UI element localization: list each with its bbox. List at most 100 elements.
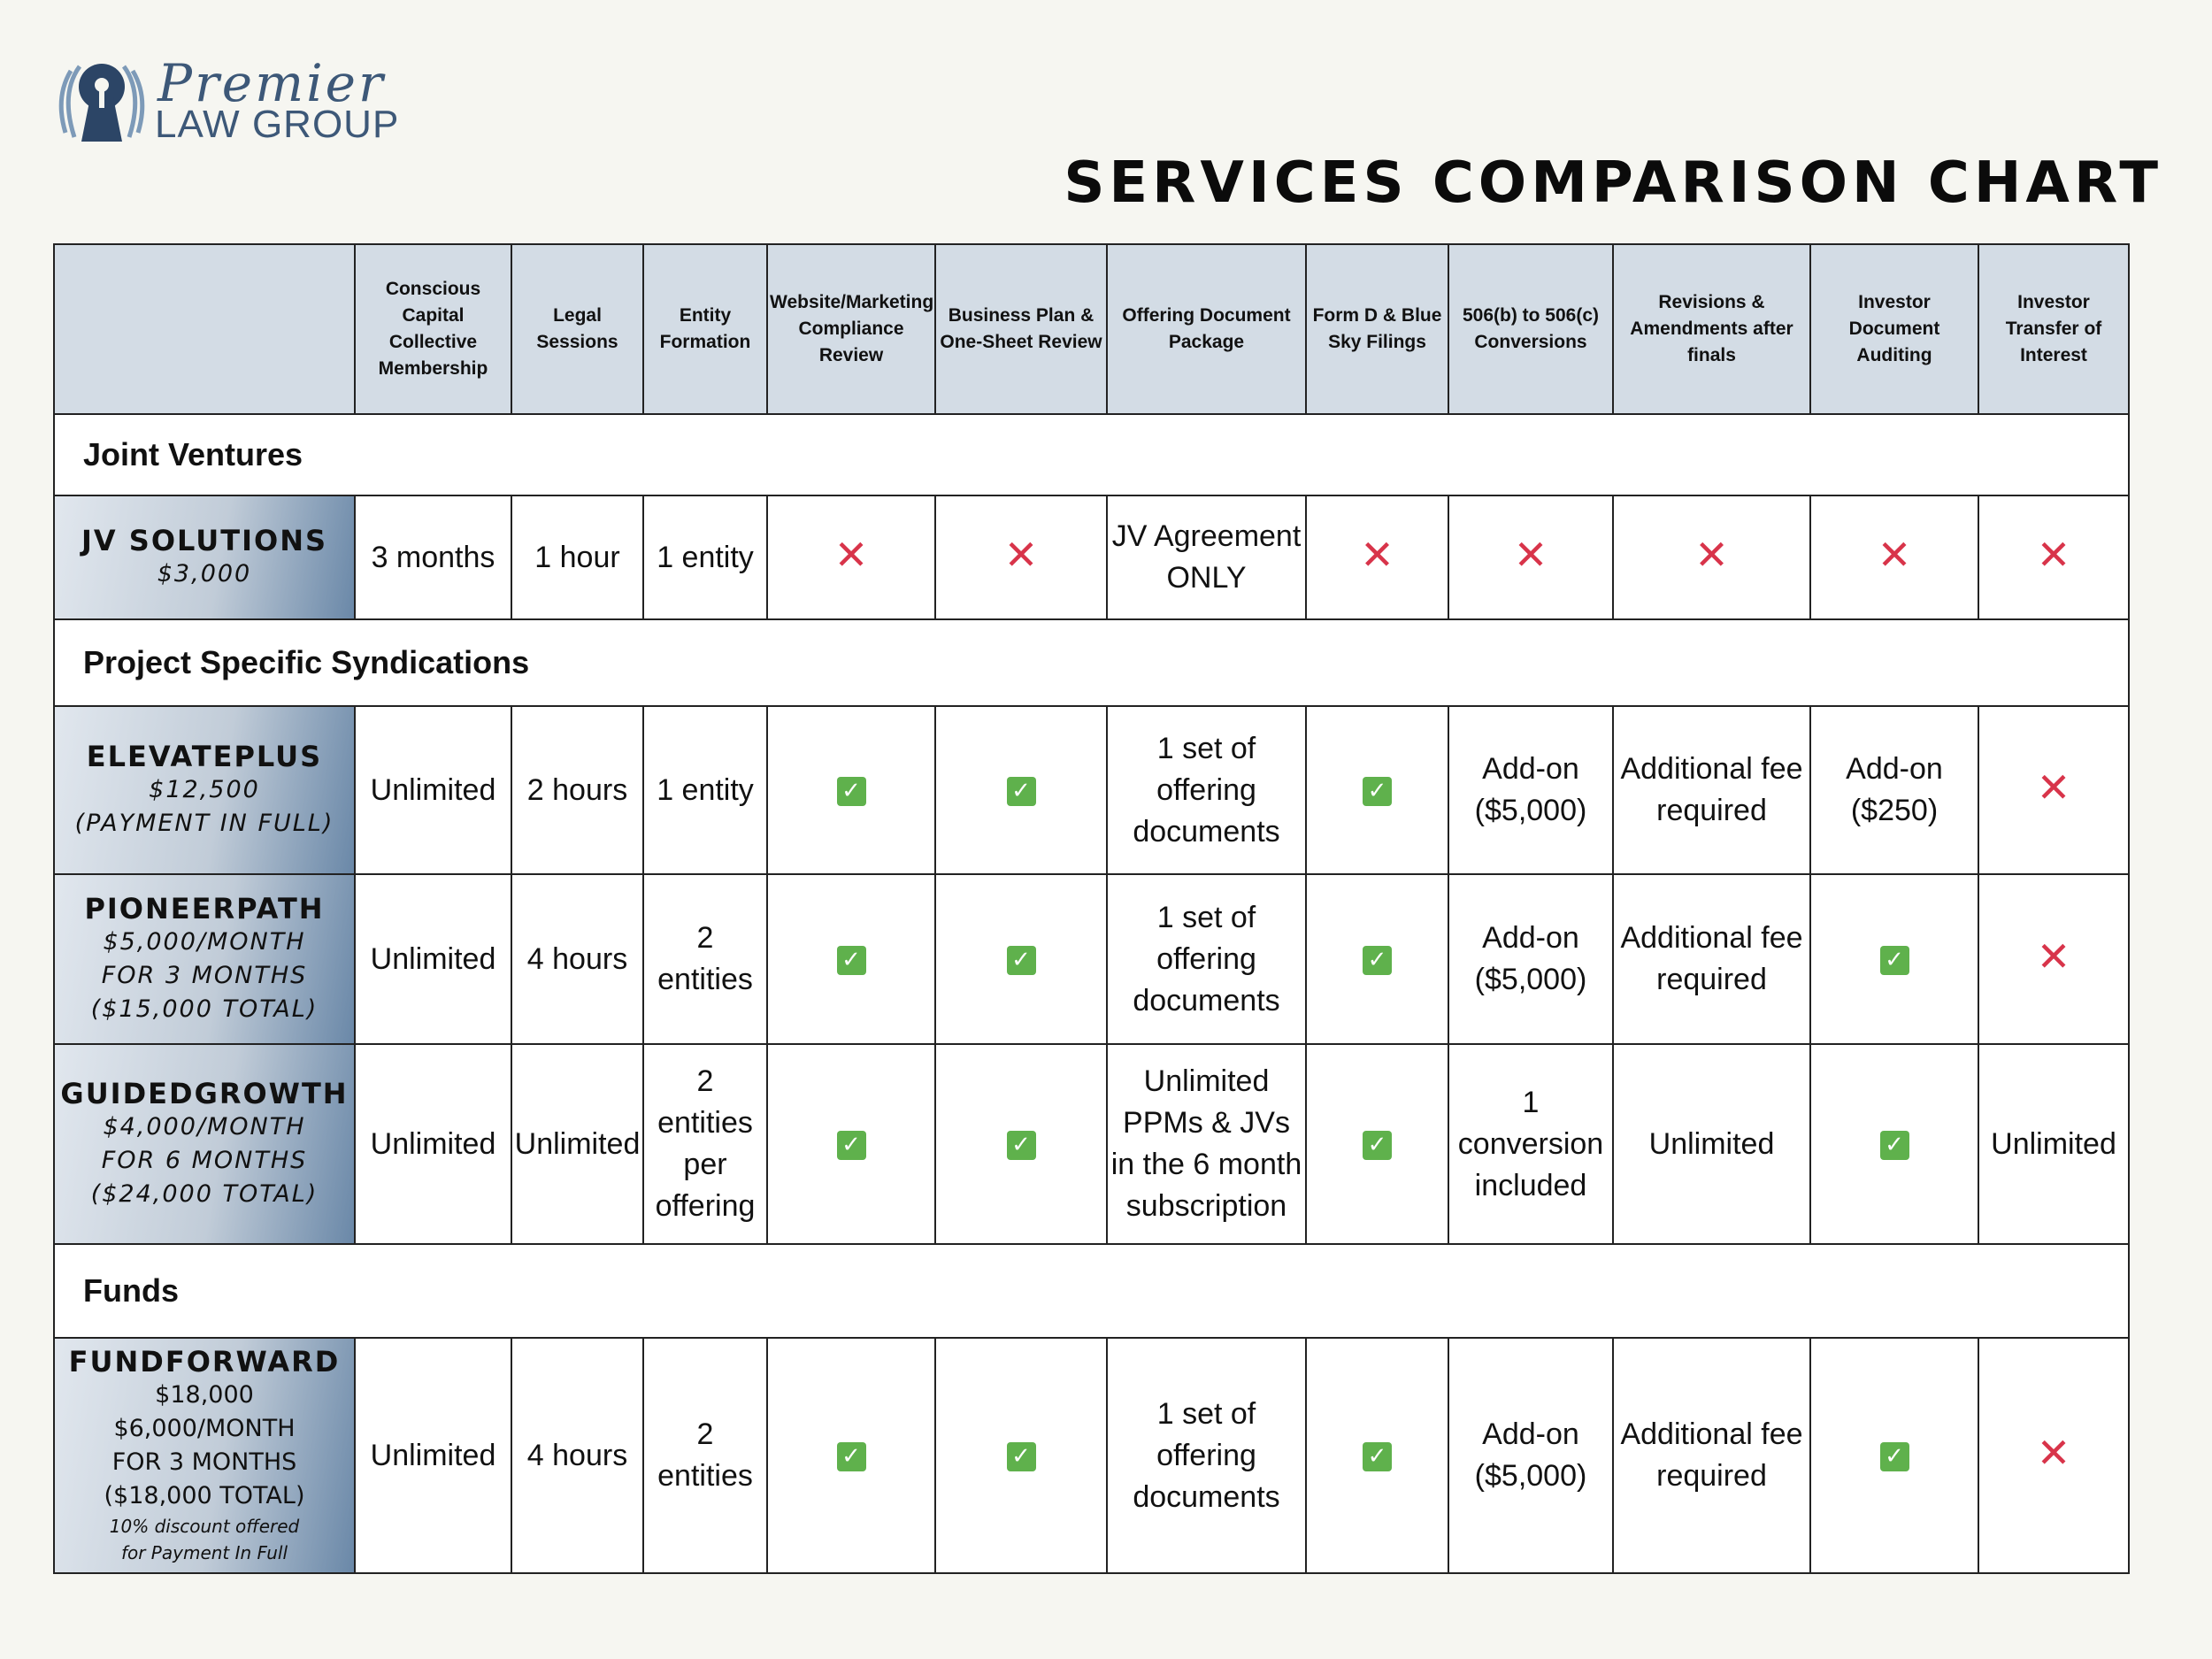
included-cell: ✓ [1809,1337,1979,1574]
value-cell: Add-on ($5,000) [1448,873,1614,1045]
not-included-cell: ✕ [1978,495,2130,620]
checkmark-icon: ✓ [1363,1131,1392,1161]
plan-row-fundforward: FUNDFORWARD $18,000 $6,000/MONTH FOR 3 M… [53,1337,2130,1574]
plan-price-terms: FOR 6 MONTHS [101,1147,308,1174]
section-title-syndications: Project Specific Syndications [53,618,2130,707]
col-header: Revisions & Amendments after finals [1612,243,1811,415]
checkmark-icon: ✓ [836,777,866,807]
value-cell: JV Agreement ONLY [1106,495,1307,620]
checkmark-icon: ✓ [1363,1442,1392,1472]
plan-cell: ELEVATEPLUS $12,500 (PAYMENT IN FULL) [53,705,356,875]
included-cell: ✓ [766,1043,936,1245]
plan-price: $3,000 [157,560,252,588]
checkmark-icon: ✓ [836,1442,866,1472]
services-comparison-table: Conscious Capital Collective Membership … [53,243,2130,1574]
checkmark-icon: ✓ [1363,777,1392,807]
checkmark-icon: ✓ [1879,1131,1909,1161]
plan-row-jv-solutions: JV SOLUTIONS $3,000 3 months 1 hour 1 enti… [53,495,2130,620]
value-cell: Unlimited [1612,1043,1811,1245]
section-row: Funds [53,1243,2130,1339]
value-cell: 1 entity [642,495,768,620]
plan-cell: PIONEERPATH $5,000/MONTH FOR 3 MONTHS ($… [53,873,356,1045]
col-header: Offering Document Package [1106,243,1307,415]
col-header: Entity Formation [642,243,768,415]
included-cell: ✓ [934,873,1108,1045]
checkmark-icon: ✓ [1006,1131,1036,1161]
plan-price: $12,500 [149,776,260,803]
plan-price-monthly: $6,000/MONTH [113,1415,296,1442]
col-header: Conscious Capital Collective Membership [354,243,512,415]
col-header: Website/Marketing Compliance Review [766,243,936,415]
included-cell: ✓ [934,1337,1108,1574]
col-header: Form D & Blue Sky Filings [1305,243,1449,415]
plan-discount-note: for Payment In Full [120,1542,288,1563]
cross-icon: ✕ [1360,531,1394,579]
included-cell: ✓ [1305,873,1449,1045]
value-cell: Add-on ($250) [1809,705,1979,875]
value-cell: Additional fee required [1612,1337,1811,1574]
col-header: 506(b) to 506(c) Conversions [1448,243,1614,415]
not-included-cell: ✕ [1978,1337,2130,1574]
plan-row-pioneerpath: PIONEERPATH $5,000/MONTH FOR 3 MONTHS ($… [53,873,2130,1045]
value-cell: 4 hours [511,1337,644,1574]
plan-price-total: ($24,000 TOTAL) [90,1180,319,1208]
cross-icon: ✕ [1694,531,1729,579]
value-cell: Add-on ($5,000) [1448,705,1614,875]
not-included-cell: ✕ [934,495,1108,620]
not-included-cell: ✕ [766,495,936,620]
value-cell: Unlimited [354,1337,512,1574]
cross-icon: ✕ [1877,531,1912,579]
checkmark-icon: ✓ [1006,777,1036,807]
included-cell: ✓ [934,1043,1108,1245]
value-cell: 2 entities [642,873,768,1045]
plan-cell: GUIDEDGROWTH $4,000/MONTH FOR 6 MONTHS (… [53,1043,356,1245]
value-cell: 2 entities [642,1337,768,1574]
value-cell: Unlimited [511,1043,644,1245]
plan-cell: JV SOLUTIONS $3,000 [53,495,356,620]
checkmark-icon: ✓ [1879,946,1909,976]
included-cell: ✓ [1305,1337,1449,1574]
checkmark-icon: ✓ [1879,1442,1909,1472]
value-cell: Unlimited [354,1043,512,1245]
cross-icon: ✕ [2036,933,2071,980]
plan-price-total: ($15,000 TOTAL) [90,995,319,1023]
value-cell: 1 set of offering documents [1106,873,1307,1045]
section-row: Joint Ventures [53,413,2130,496]
plan-price-terms: (PAYMENT IN FULL) [74,810,334,837]
value-cell: Additional fee required [1612,873,1811,1045]
header-row: Conscious Capital Collective Membership … [53,243,2130,415]
included-cell: ✓ [1305,705,1449,875]
col-header: Investor Transfer of Interest [1978,243,2130,415]
value-cell: 1 entity [642,705,768,875]
premier-law-group-logo: Premier LAW GROUP [53,53,407,150]
plan-row-elevateplus: ELEVATEPLUS $12,500 (PAYMENT IN FULL) Un… [53,705,2130,875]
section-row: Project Specific Syndications [53,618,2130,707]
not-included-cell: ✕ [1978,705,2130,875]
checkmark-icon: ✓ [1006,1442,1036,1472]
plan-price-terms: FOR 3 MONTHS [101,962,308,989]
checkmark-icon: ✓ [1363,946,1392,976]
value-cell: Unlimited [354,705,512,875]
included-cell: ✓ [1809,1043,1979,1245]
checkmark-icon: ✓ [836,1131,866,1161]
plan-price: $4,000/MONTH [103,1113,306,1141]
plan-price: $18,000 [155,1381,254,1409]
col-header: Business Plan & One-Sheet Review [934,243,1108,415]
plan-name: PIONEERPATH [84,892,325,926]
page-title: SERVICES COMPARISON CHART [1064,150,2162,216]
plan-cell: FUNDFORWARD $18,000 $6,000/MONTH FOR 3 M… [53,1337,356,1574]
plan-name: ELEVATEPLUS [86,740,323,773]
plan-price-total: ($18,000 TOTAL) [104,1482,305,1509]
included-cell: ✓ [766,1337,936,1574]
cross-icon: ✕ [2036,531,2071,579]
value-cell: 1 set of offering documents [1106,1337,1307,1574]
plan-price-terms: FOR 3 MONTHS [111,1448,297,1476]
value-cell: 1 conversion included [1448,1043,1614,1245]
checkmark-icon: ✓ [836,946,866,976]
plan-row-guidedgrowth: GUIDEDGROWTH $4,000/MONTH FOR 6 MONTHS (… [53,1043,2130,1245]
plan-name: FUNDFORWARD [68,1345,341,1379]
value-cell: 4 hours [511,873,644,1045]
section-title-joint-ventures: Joint Ventures [53,413,2130,496]
value-cell: 2 entities per offering [642,1043,768,1245]
cross-icon: ✕ [2036,1429,2071,1477]
